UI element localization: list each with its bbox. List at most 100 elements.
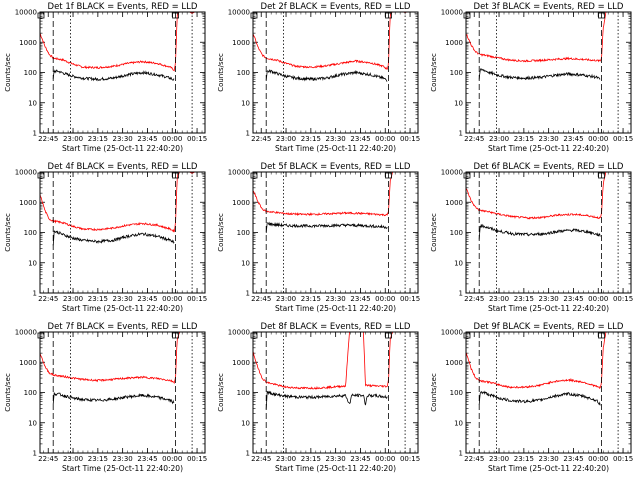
y-tick-label: 10000 xyxy=(228,169,250,177)
x-tick-label: 00:00 xyxy=(588,295,608,303)
y-axis-label: Counts/sec xyxy=(430,53,438,92)
events-series-line xyxy=(265,221,388,233)
x-tick-label: 23:00 xyxy=(489,295,509,303)
x-tick-label: 23:30 xyxy=(113,135,133,143)
lld-series-line xyxy=(252,331,415,390)
y-tick-label: 1000 xyxy=(445,39,463,47)
y-tick-label: 10 xyxy=(241,99,250,107)
x-tick-label: 22:45 xyxy=(464,135,484,143)
chart-title: Det 6f BLACK = Events, RED = LLD xyxy=(474,162,624,172)
x-tick-label: 00:00 xyxy=(162,295,182,303)
y-tick-label: 100 xyxy=(24,69,37,77)
chart-panel: Det 4f BLACK = Events, RED = LLD Counts/s… xyxy=(4,162,207,313)
plot-frame xyxy=(252,11,419,134)
x-axis-label: Start Time (25-Oct-11 22:40:20) xyxy=(275,144,396,153)
time-marker-square xyxy=(598,332,605,339)
time-marker-square xyxy=(385,332,392,339)
y-tick-label: 1 xyxy=(246,290,250,298)
y-axis-label: Counts/sec xyxy=(217,213,225,252)
chart-title: Det 3f BLACK = Events, RED = LLD xyxy=(474,2,624,12)
y-axis-label: Counts/sec xyxy=(430,213,438,252)
y-tick-label: 10 xyxy=(454,419,463,427)
y-tick-label: 1000 xyxy=(19,199,37,207)
x-tick-label: 23:15 xyxy=(301,295,321,303)
x-tick-label: 23:15 xyxy=(514,135,534,143)
x-tick-label: 23:45 xyxy=(137,295,157,303)
y-tick-label: 100 xyxy=(237,69,250,77)
chart-panel: Det 2f BLACK = Events, RED = LLD Counts/s… xyxy=(217,2,420,153)
x-tick-label: 23:45 xyxy=(350,295,370,303)
x-tick-label: 00:00 xyxy=(588,135,608,143)
x-axis-label: Start Time (25-Oct-11 22:40:20) xyxy=(488,464,609,473)
x-tick-label: 23:30 xyxy=(539,295,559,303)
y-tick-label: 10 xyxy=(28,99,37,107)
x-tick-label: 22:45 xyxy=(251,135,271,143)
y-tick-label: 1000 xyxy=(232,39,250,47)
y-axis-label: Counts/sec xyxy=(217,373,225,412)
lld-series-line xyxy=(39,171,202,233)
y-tick-label: 1000 xyxy=(232,199,250,207)
x-tick-label: 23:30 xyxy=(326,295,346,303)
x-tick-label: 23:15 xyxy=(88,135,108,143)
y-tick-label: 100 xyxy=(24,389,37,397)
x-tick-label: 22:45 xyxy=(38,455,58,463)
time-marker-square xyxy=(250,172,258,179)
x-tick-label: 00:00 xyxy=(162,135,182,143)
x-tick-label: 00:15 xyxy=(400,455,420,463)
x-tick-label: 23:45 xyxy=(350,455,370,463)
y-tick-label: 10 xyxy=(454,259,463,267)
lld-series-line xyxy=(39,11,202,72)
y-tick-label: 1000 xyxy=(232,359,250,367)
y-tick-label: 10 xyxy=(241,259,250,267)
x-tick-label: 22:45 xyxy=(251,455,271,463)
x-tick-label: 23:15 xyxy=(88,455,108,463)
chart-panel: Det 6f BLACK = Events, RED = LLD Counts/s… xyxy=(430,162,633,313)
x-tick-label: 23:45 xyxy=(137,135,157,143)
x-tick-label: 23:30 xyxy=(326,135,346,143)
x-tick-label: 23:45 xyxy=(563,295,583,303)
x-tick-label: 23:00 xyxy=(63,295,83,303)
y-tick-label: 100 xyxy=(24,229,37,237)
plot-frame xyxy=(465,11,632,134)
y-tick-label: 1 xyxy=(246,450,250,458)
y-tick-label: 10 xyxy=(241,419,250,427)
x-tick-label: 23:15 xyxy=(514,455,534,463)
x-tick-label: 00:00 xyxy=(375,295,395,303)
y-tick-label: 100 xyxy=(237,229,250,237)
y-tick-label: 100 xyxy=(450,229,463,237)
x-tick-label: 00:00 xyxy=(375,455,395,463)
events-series-line xyxy=(478,68,601,81)
y-tick-label: 1 xyxy=(459,130,463,138)
chart-title: Det 9f BLACK = Events, RED = LLD xyxy=(474,322,624,332)
x-tick-label: 23:00 xyxy=(63,135,83,143)
chart-title: Det 7f BLACK = Events, RED = LLD xyxy=(48,322,198,332)
x-tick-label: 00:15 xyxy=(187,455,207,463)
plot-frame xyxy=(39,171,206,294)
y-tick-label: 1 xyxy=(459,450,463,458)
time-marker-square xyxy=(385,172,392,179)
y-axis-label: Counts/sec xyxy=(430,373,438,412)
x-tick-label: 00:15 xyxy=(187,135,207,143)
lld-series-line xyxy=(252,171,415,217)
lld-series-line xyxy=(465,171,628,220)
x-tick-label: 22:45 xyxy=(38,135,58,143)
x-tick-label: 22:45 xyxy=(464,295,484,303)
events-series-line xyxy=(52,391,175,405)
y-tick-label: 10 xyxy=(454,99,463,107)
plot-frame xyxy=(252,171,419,294)
events-series-line xyxy=(478,223,601,240)
y-tick-label: 1 xyxy=(246,130,250,138)
chart-title: Det 1f BLACK = Events, RED = LLD xyxy=(48,2,198,12)
x-tick-label: 00:15 xyxy=(613,135,633,143)
x-tick-label: 23:30 xyxy=(326,455,346,463)
y-tick-label: 1 xyxy=(33,290,37,298)
y-tick-label: 10 xyxy=(28,259,37,267)
x-tick-label: 22:45 xyxy=(464,455,484,463)
plot-frame xyxy=(252,331,419,454)
chart-title: Det 5f BLACK = Events, RED = LLD xyxy=(261,162,411,172)
x-tick-label: 00:15 xyxy=(400,295,420,303)
chart-panel: Det 5f BLACK = Events, RED = LLD Counts/s… xyxy=(217,162,420,313)
time-marker-square xyxy=(250,12,258,19)
y-tick-label: 10000 xyxy=(15,169,37,177)
